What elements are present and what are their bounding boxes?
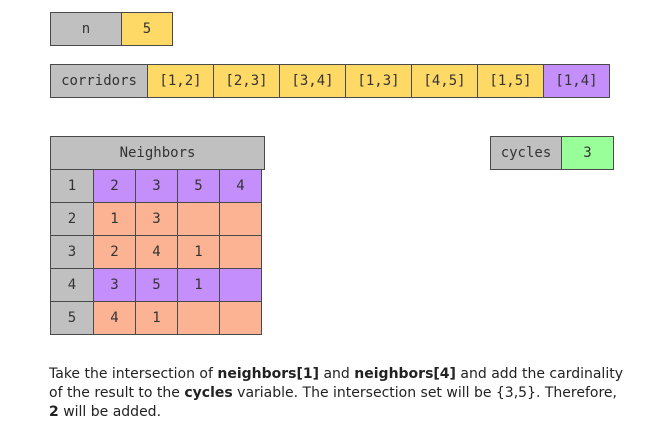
- corridor-item: [1,5]: [477, 64, 544, 98]
- corridor-item: [1,4]: [543, 64, 610, 98]
- neighbors-cell: [219, 202, 262, 236]
- neighbors-node-label: 4: [50, 268, 94, 302]
- corridor-item: [2,3]: [213, 64, 280, 98]
- neighbors-node-label: 3: [50, 235, 94, 269]
- corridor-item: [3,4]: [279, 64, 346, 98]
- neighbors-cell: 5: [135, 268, 178, 302]
- neighbors-cell: 2: [93, 235, 136, 269]
- neighbors-cell: 1: [135, 301, 178, 335]
- neighbors-node-label: 5: [50, 301, 94, 335]
- description-bold-neighbors-1: neighbors[1]: [217, 366, 320, 382]
- description-bold-cycles: cycles: [184, 385, 233, 401]
- description-bold-neighbors-4: neighbors[4]: [354, 366, 456, 382]
- corridor-item: [1,2]: [147, 64, 214, 98]
- neighbors-node-label: 1: [50, 169, 94, 203]
- neighbors-cell: 5: [177, 169, 220, 203]
- description-part: will be added.: [58, 404, 162, 420]
- neighbors-cell: 3: [93, 268, 136, 302]
- cycles-label: cycles: [490, 136, 562, 170]
- description-part: Take the intersection of: [49, 366, 218, 382]
- description-part: and: [319, 366, 355, 382]
- neighbors-title: Neighbors: [50, 136, 265, 170]
- neighbors-cell: [219, 235, 262, 269]
- corridor-item: [1,3]: [345, 64, 412, 98]
- neighbors-cell: 1: [177, 235, 220, 269]
- corridors-label: corridors: [50, 64, 148, 98]
- description-bold-count: 2: [49, 404, 59, 420]
- neighbors-cell: [177, 202, 220, 236]
- neighbors-cell: 3: [135, 202, 178, 236]
- neighbors-cell: 2: [93, 169, 136, 203]
- neighbors-cell: 3: [135, 169, 178, 203]
- neighbors-cell: 4: [219, 169, 262, 203]
- n-label: n: [50, 12, 122, 46]
- neighbors-cell: [219, 268, 262, 302]
- neighbors-cell: 1: [93, 202, 136, 236]
- corridor-item: [4,5]: [411, 64, 478, 98]
- n-value: 5: [121, 12, 173, 46]
- cycles-value: 3: [561, 136, 614, 170]
- neighbors-cell: [219, 301, 262, 335]
- neighbors-cell: 4: [93, 301, 136, 335]
- neighbors-cell: [177, 301, 220, 335]
- description-part: variable. The intersection set will be {…: [232, 385, 617, 401]
- neighbors-node-label: 2: [50, 202, 94, 236]
- neighbors-cell: 1: [177, 268, 220, 302]
- description-text: Take the intersection of neighbors[1] an…: [49, 365, 629, 422]
- neighbors-cell: 4: [135, 235, 178, 269]
- description-part: and add the cardinality of the result to…: [49, 366, 623, 401]
